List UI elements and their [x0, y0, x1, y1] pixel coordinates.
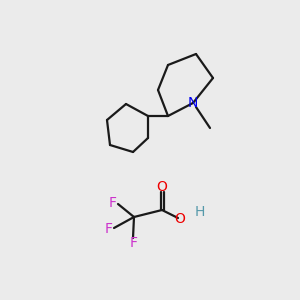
Text: F: F [130, 236, 138, 250]
Text: F: F [105, 222, 113, 236]
Text: N: N [188, 96, 198, 110]
Text: O: O [157, 180, 167, 194]
Text: O: O [175, 212, 185, 226]
Text: H: H [195, 205, 205, 219]
Text: F: F [109, 196, 117, 210]
